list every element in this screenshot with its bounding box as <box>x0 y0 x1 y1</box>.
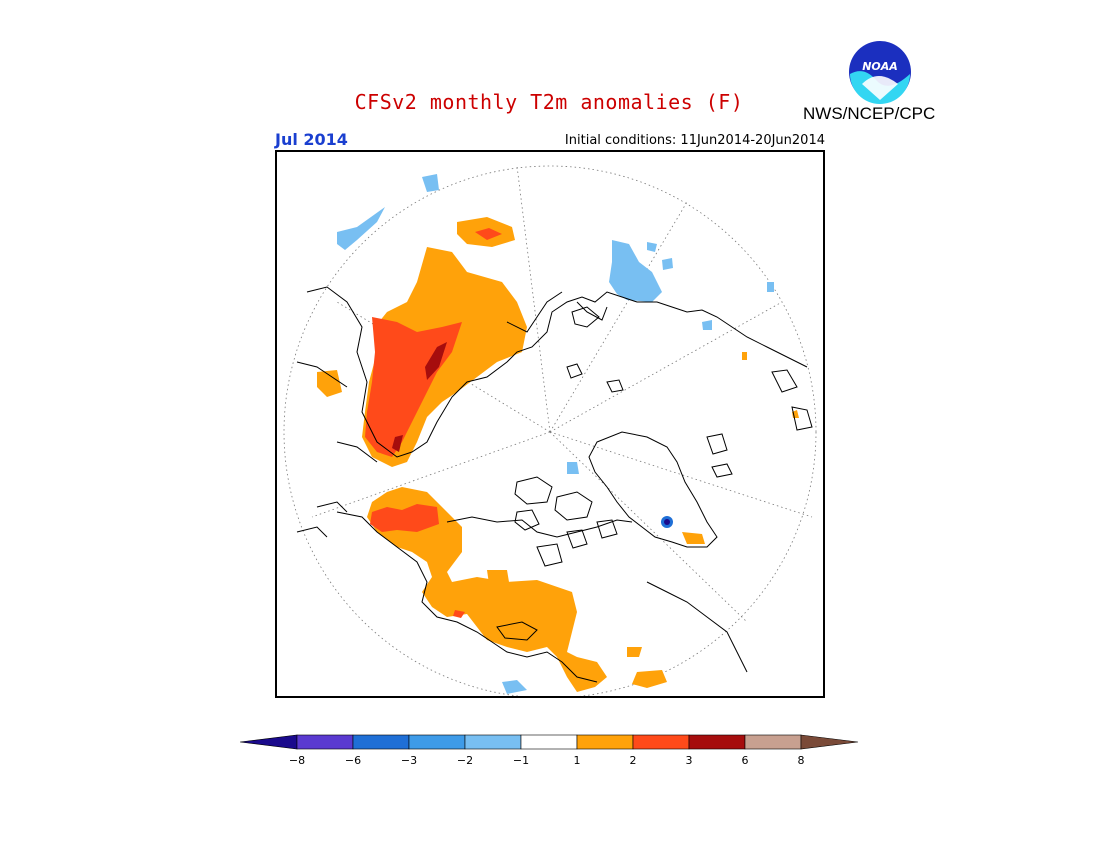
valid-month-label: Jul 2014 <box>275 130 348 149</box>
legend-tick-label: −8 <box>289 754 305 767</box>
cool-anomaly-regions <box>337 174 774 694</box>
legend-tick-label: 3 <box>686 754 693 767</box>
legend-arrow-high <box>800 734 859 750</box>
legend-swatch <box>352 734 410 750</box>
agency-label: NWS/NCEP/CPC <box>803 104 936 123</box>
initial-conditions-label: Initial conditions: 11Jun2014-20Jun2014 <box>564 133 825 148</box>
extreme-warm-regions <box>392 342 447 452</box>
map-panel <box>275 150 825 698</box>
meridian-lines <box>311 165 813 623</box>
legend-tick-label: 6 <box>742 754 749 767</box>
legend-tick-label: −3 <box>401 754 417 767</box>
legend-swatch <box>744 734 802 750</box>
legend-arrow-low <box>240 734 298 750</box>
legend-tick-label: −1 <box>513 754 529 767</box>
legend-tick-label: 1 <box>574 754 581 767</box>
legend-swatch <box>632 734 690 750</box>
latitude-circle <box>283 165 817 696</box>
chart-title: CFSv2 monthly T2m anomalies (F) <box>354 90 744 114</box>
legend-swatch <box>520 734 578 750</box>
legend-tick-label: 8 <box>798 754 805 767</box>
polar-map <box>283 165 817 696</box>
coastlines <box>296 286 813 683</box>
legend-tick-label: −6 <box>345 754 361 767</box>
legend-swatch <box>296 734 354 750</box>
legend-swatch <box>408 734 466 750</box>
noaa-logo-text: NOAA <box>862 60 898 73</box>
noaa-logo-icon: NOAA <box>849 41 911 104</box>
legend-tick-label: 2 <box>630 754 637 767</box>
legend-swatch <box>464 734 522 750</box>
cold-spot-core <box>664 519 670 525</box>
color-legend: −8 −6 −3 −2 −1 1 2 3 6 8 <box>240 734 859 767</box>
legend-swatch <box>688 734 746 750</box>
legend-tick-label: −2 <box>457 754 473 767</box>
legend-swatch <box>576 734 634 750</box>
